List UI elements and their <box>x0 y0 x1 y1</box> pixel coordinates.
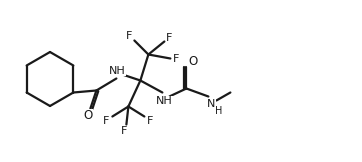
Text: H: H <box>215 105 222 116</box>
Text: F: F <box>147 116 153 126</box>
Text: F: F <box>103 116 110 126</box>
Text: NH: NH <box>109 65 126 75</box>
Text: F: F <box>121 127 127 137</box>
Text: N: N <box>207 98 215 109</box>
Text: NH: NH <box>156 96 173 105</box>
Text: F: F <box>126 30 132 40</box>
Text: O: O <box>189 55 198 68</box>
Text: O: O <box>84 109 93 122</box>
Text: F: F <box>166 33 173 42</box>
Text: F: F <box>173 53 180 64</box>
